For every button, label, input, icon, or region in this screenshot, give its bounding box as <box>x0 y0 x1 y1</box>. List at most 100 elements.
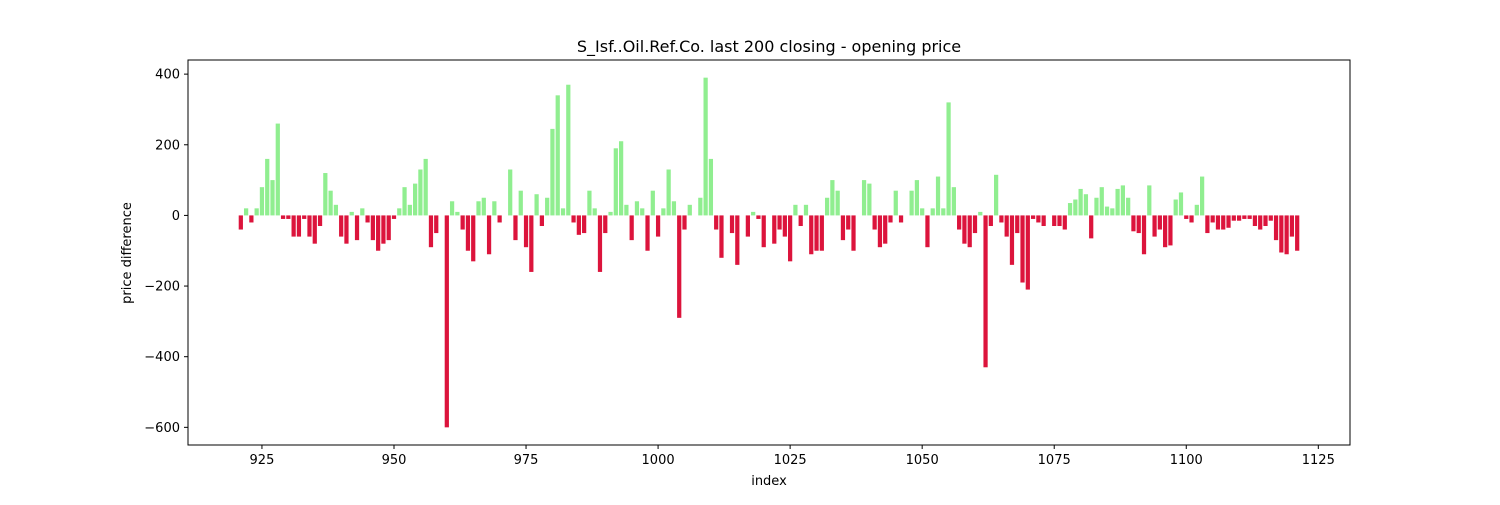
bar <box>735 215 740 265</box>
bar <box>397 208 402 216</box>
bar <box>698 197 703 216</box>
y-axis-ticks: 400 200 0 −200 −400 −600 <box>144 68 188 436</box>
bar <box>1057 215 1062 227</box>
bar <box>302 215 307 219</box>
bar <box>529 215 534 272</box>
x-tick-label: 1100 <box>1170 453 1203 468</box>
bar <box>333 204 339 216</box>
bar <box>1104 206 1110 216</box>
bar <box>1279 215 1284 253</box>
bar <box>793 204 798 216</box>
bar <box>465 215 471 251</box>
bar <box>867 183 872 216</box>
x-tick-label: 975 <box>514 453 539 468</box>
bar <box>571 215 576 223</box>
bar <box>407 204 412 216</box>
bar <box>270 180 275 216</box>
bar <box>534 194 539 216</box>
bar <box>423 158 428 216</box>
bar <box>751 211 756 216</box>
bar <box>1252 215 1258 227</box>
bar <box>1289 215 1295 237</box>
bar <box>835 190 840 216</box>
bar <box>582 215 587 234</box>
x-tick-label: 1125 <box>1302 453 1335 468</box>
bar <box>1284 215 1289 255</box>
bar <box>1083 194 1089 216</box>
bar <box>312 215 317 244</box>
bar <box>666 169 671 216</box>
bar <box>1157 215 1162 230</box>
bar <box>286 215 291 219</box>
y-tick-label: −200 <box>144 280 180 295</box>
bar <box>265 158 270 216</box>
bar <box>1147 185 1152 216</box>
bar <box>1173 199 1178 216</box>
bar <box>877 215 883 248</box>
bar <box>1247 215 1252 219</box>
bar <box>629 215 634 241</box>
bar <box>946 102 951 216</box>
bar <box>1036 215 1041 223</box>
bar <box>1268 215 1273 221</box>
bar <box>328 190 333 216</box>
bar <box>518 190 523 216</box>
bar <box>1163 215 1168 248</box>
bar <box>1273 215 1279 241</box>
bar <box>988 215 993 227</box>
bar <box>381 215 386 244</box>
bar <box>418 169 423 216</box>
bar <box>782 215 787 237</box>
bar <box>935 176 941 216</box>
bar <box>339 215 344 237</box>
bar <box>471 215 476 262</box>
bar <box>317 215 323 227</box>
bars-group <box>238 77 1300 428</box>
x-tick-label: 1025 <box>774 453 807 468</box>
bar <box>883 215 888 244</box>
bar <box>1184 215 1189 219</box>
bar <box>846 215 851 230</box>
bar <box>925 215 930 248</box>
bar <box>376 215 381 251</box>
bar <box>523 215 529 248</box>
bar <box>788 215 793 262</box>
bar <box>434 215 439 234</box>
bar <box>1020 215 1025 283</box>
bar <box>624 204 629 216</box>
bar <box>655 215 661 237</box>
bar <box>486 215 492 255</box>
bar <box>444 215 449 428</box>
bar <box>249 215 254 223</box>
bar <box>323 173 328 216</box>
bar <box>508 169 513 216</box>
bar <box>1194 204 1199 216</box>
bar <box>1094 197 1099 216</box>
bar <box>1178 192 1184 216</box>
bar <box>539 215 544 227</box>
bar <box>972 215 978 234</box>
y-tick-label: 400 <box>155 68 180 83</box>
y-tick-label: −400 <box>144 350 180 365</box>
bar <box>1131 215 1136 232</box>
bar <box>1089 215 1094 239</box>
bar <box>1099 187 1104 216</box>
bar <box>296 215 302 237</box>
bar <box>851 215 856 251</box>
bar <box>930 208 935 216</box>
bar <box>608 211 613 216</box>
bar <box>861 180 867 216</box>
bar <box>888 215 893 223</box>
bar <box>545 197 550 216</box>
bar <box>650 190 655 216</box>
bar <box>619 141 624 216</box>
bar <box>957 215 962 230</box>
bar <box>809 215 814 255</box>
bar <box>714 215 719 230</box>
bar <box>1015 215 1020 234</box>
bar <box>1231 215 1236 221</box>
bar <box>492 201 497 216</box>
bar <box>687 204 692 216</box>
bar <box>824 197 830 216</box>
